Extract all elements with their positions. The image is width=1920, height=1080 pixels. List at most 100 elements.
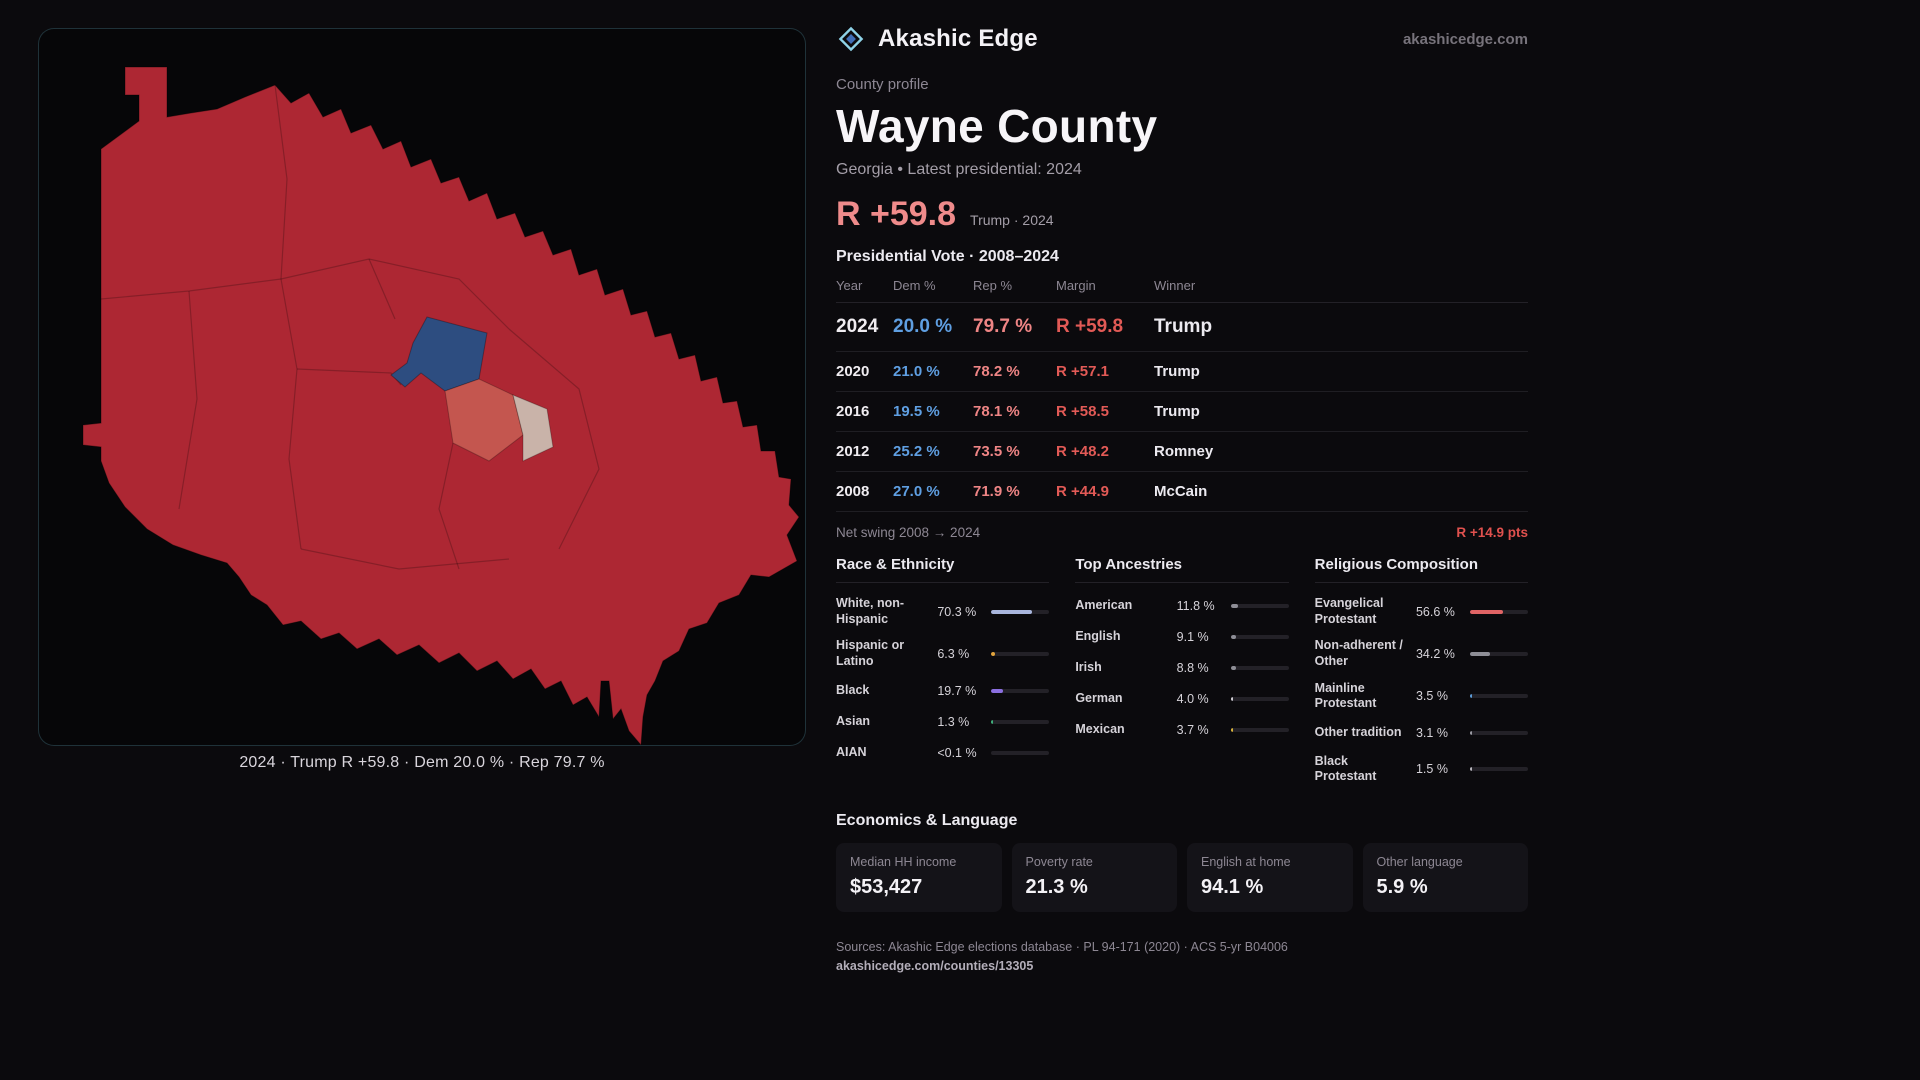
vote-cell-rep: 78.1 % [973, 403, 1020, 420]
demo-row: Asian 1.3 % [836, 712, 1050, 732]
col-winner: Winner [1154, 278, 1196, 293]
stat-label: Poverty rate [1025, 855, 1093, 869]
demo-bar [991, 719, 1050, 724]
sources-line: Sources: Akashic Edge elections database… [836, 940, 1288, 954]
brand-domain-link[interactable]: akashicedge.com [1402, 30, 1528, 48]
vote-table-header: Year Dem % Rep % Margin Winner [836, 278, 1528, 303]
demographics: Race & Ethnicity White, non-Hispanic 70.3… [836, 556, 1528, 796]
demo-row: Mainline Protestant 3.5 % [1315, 681, 1528, 712]
demo-label: AIAN [836, 744, 867, 759]
subtitle: Georgia • Latest presidential: 2024 [836, 161, 1082, 178]
demo-value: 70.3 % [937, 604, 977, 619]
vote-cell-dem: 25.2 % [893, 443, 940, 460]
demo-bar [1230, 728, 1289, 732]
net-swing-value: R +14.9 pts [1456, 525, 1528, 540]
vote-cell-rep: 73.5 % [973, 443, 1020, 460]
demo-row: Evangelical Protestant 56.6 % [1315, 596, 1528, 627]
precinct-pale [512, 394, 554, 462]
profile-panel: Akashic Edge akashicedge.com County prof… [836, 24, 1528, 973]
precinct-boundaries [100, 84, 600, 570]
page-title: Wayne County [836, 100, 1158, 152]
vote-cell-dem: 27.0 % [893, 483, 940, 500]
demo-label: German [1075, 691, 1123, 706]
demo-label: Evangelical Protestant [1314, 596, 1384, 626]
col-rep: Rep % [973, 278, 1013, 293]
county-map [82, 66, 800, 745]
vote-cell-winner: Trump [1154, 363, 1200, 380]
vote-cell-year: 2024 [836, 316, 879, 337]
headline-note: Trump · 2024 [970, 212, 1054, 228]
vote-cell-rep: 71.9 % [973, 483, 1020, 500]
vote-cell-year: 2012 [836, 443, 870, 460]
demo-label: Black [836, 682, 870, 697]
demo-bar [1469, 651, 1528, 656]
vote-cell-year: 2016 [836, 403, 870, 420]
brand-diamond-icon [836, 24, 866, 54]
demo-label: Hispanic or Latino [836, 638, 905, 668]
demo-bar [991, 609, 1050, 614]
vote-row-2012: 2012 25.2 % 73.5 % R +48.2 Romney [836, 432, 1528, 472]
vote-row-2020: 2020 21.0 % 78.2 % R +57.1 Trump [836, 352, 1528, 392]
demo-bar [1469, 609, 1528, 614]
demo-value: 1.3 % [937, 714, 970, 729]
col-margin: Margin [1056, 278, 1096, 293]
demo-value: 8.8 % [1176, 661, 1209, 675]
demo-value: 3.5 % [1415, 689, 1448, 704]
headline: R +59.8 Trump · 2024 [836, 195, 1528, 234]
county-shape [82, 66, 800, 745]
ancestries-section: Top Ancestries American 11.8 % English 9.1 … [1075, 556, 1289, 796]
demo-row: Hispanic or Latino 6.3 % [836, 638, 1050, 669]
vote-cell-winner: Trump [1154, 316, 1213, 337]
col-year: Year [836, 278, 863, 293]
demo-value: 3.1 % [1415, 725, 1448, 740]
demo-row: American 11.8 % [1075, 596, 1289, 616]
stat-median-hh-income: Median HH income $53,427 [836, 843, 1002, 912]
stat-other-language: Other language 5.9 % [1362, 843, 1528, 912]
stat-label: Median HH income [850, 855, 957, 869]
vote-cell-margin: R +59.8 [1056, 316, 1124, 337]
demo-row: Black 19.7 % [836, 681, 1050, 701]
kicker: County profile [836, 76, 929, 93]
demo-row: Other tradition 3.1 % [1315, 723, 1528, 743]
demo-value: <0.1 % [937, 745, 977, 760]
map-panel [38, 28, 806, 746]
vote-cell-winner: McCain [1154, 483, 1208, 500]
stat-poverty-rate: Poverty rate 21.3 % [1011, 843, 1177, 912]
demo-row: Non-adherent / Other 34.2 % [1315, 638, 1528, 669]
vote-cell-dem: 19.5 % [893, 403, 940, 420]
map-caption: 2024 · Trump R +59.8 · Dem 20.0 % · Rep … [239, 754, 605, 771]
religion-section: Religious Composition Evangelical Protes… [1314, 556, 1528, 796]
net-swing-label: Net swing 2008 → 2024 [836, 525, 981, 540]
demo-bar [1230, 697, 1289, 701]
vote-cell-margin: R +48.2 [1056, 443, 1109, 460]
headline-margin: R +59.8 [836, 195, 957, 233]
vote-cell-margin: R +57.1 [1056, 363, 1109, 380]
demo-bar [1230, 604, 1289, 608]
demo-row: White, non-Hispanic 70.3 % [836, 596, 1050, 627]
permalink[interactable]: akashicedge.com/counties/13305 [836, 959, 1034, 973]
demo-label: Mainline Protestant [1314, 680, 1377, 711]
section-title-ancestry: Top Ancestries [1075, 556, 1289, 583]
vote-cell-year: 2008 [836, 483, 870, 500]
demo-bar [991, 651, 1050, 656]
demo-label: Irish [1075, 660, 1102, 675]
demo-label: Other tradition [1314, 724, 1402, 739]
vote-cell-winner: Romney [1154, 443, 1214, 460]
vote-row-2016: 2016 19.5 % 78.1 % R +58.5 Trump [836, 392, 1528, 432]
demo-row: German 4.0 % [1075, 689, 1289, 709]
economics-stats: Median HH income $53,427 Poverty rate 21.3 … [836, 843, 1528, 912]
vote-cell-margin: R +44.9 [1056, 483, 1109, 500]
header: Akashic Edge akashicedge.com [836, 24, 1528, 54]
demo-label: Mexican [1075, 722, 1125, 737]
stat-label: Other language [1376, 855, 1463, 869]
stat-english-at-home: English at home 94.1 % [1187, 843, 1353, 912]
precinct-dem [390, 316, 488, 392]
demo-label: Asian [836, 713, 871, 728]
demo-value: 11.8 % [1176, 599, 1215, 613]
vote-cell-dem: 21.0 % [893, 363, 940, 380]
demo-value: 9.1 % [1176, 630, 1209, 644]
vote-cell-margin: R +58.5 [1056, 403, 1109, 420]
stat-label: English at home [1201, 855, 1291, 869]
demo-value: 1.5 % [1415, 762, 1448, 777]
demo-bar [1230, 635, 1289, 639]
